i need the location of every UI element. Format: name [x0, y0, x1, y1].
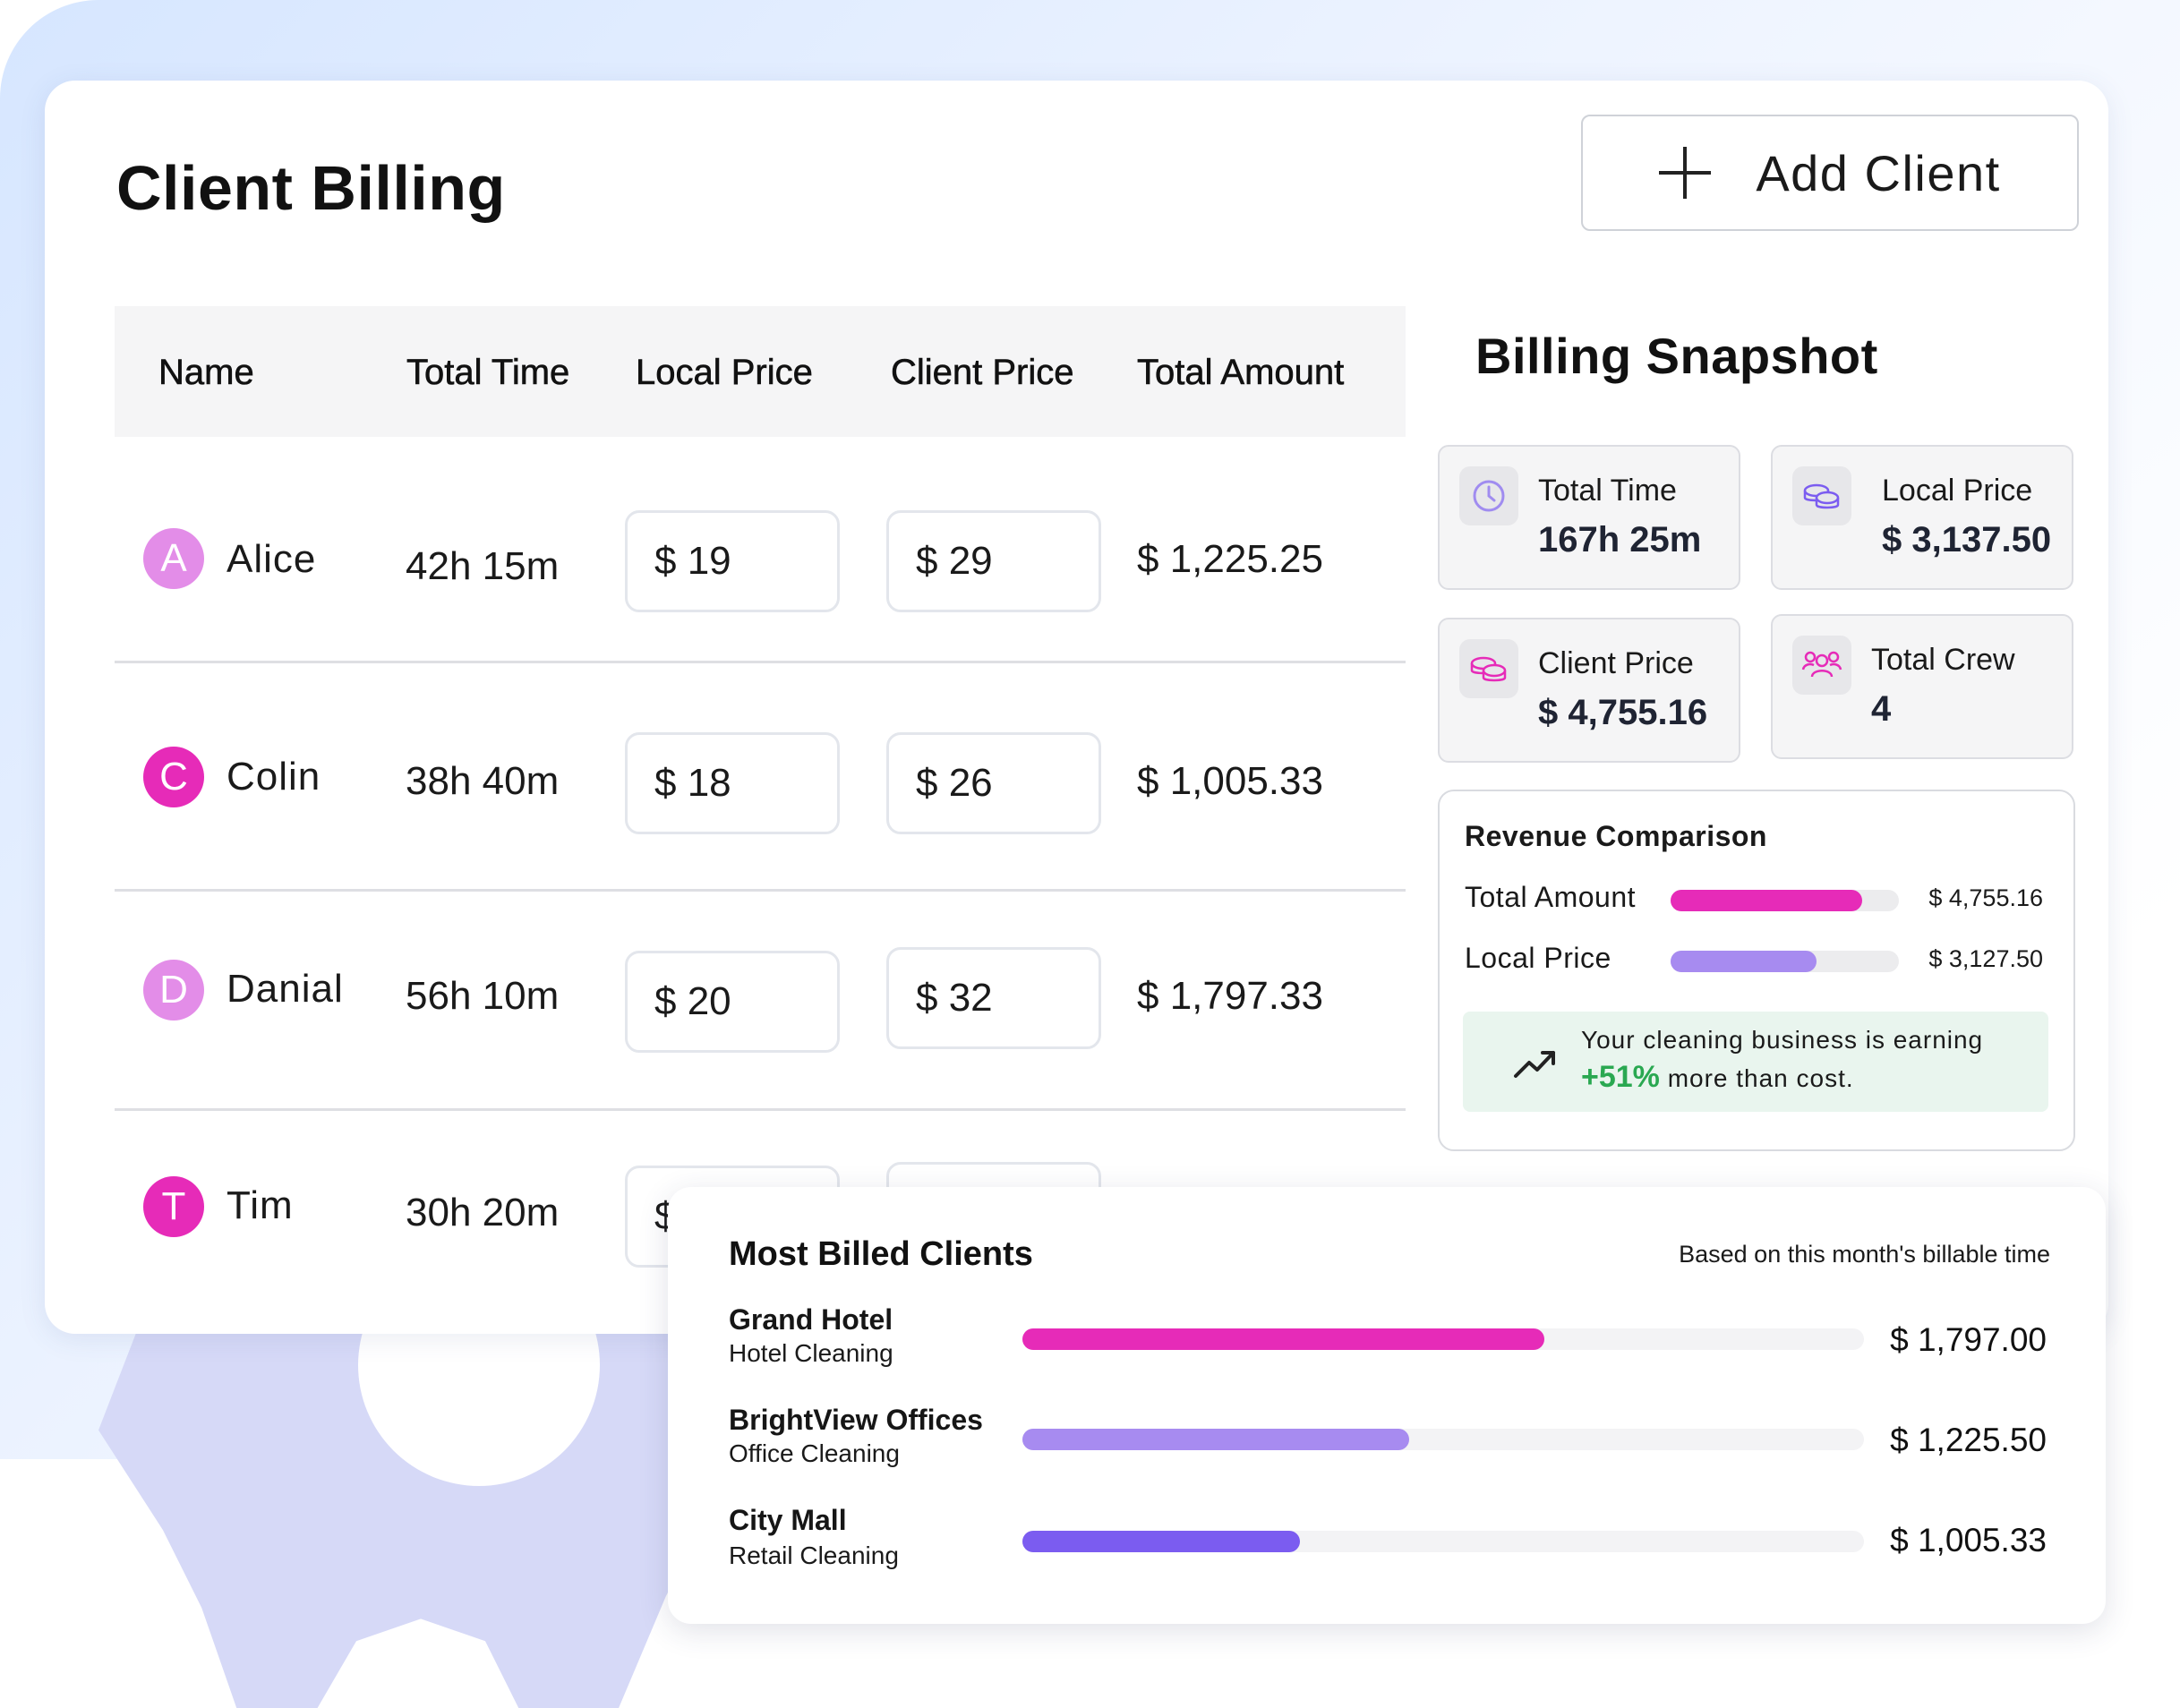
- billed-client-amount: $ 1,005.33: [1890, 1522, 2047, 1559]
- local-price-field[interactable]: [625, 951, 840, 1053]
- table-header: Name Total Time Local Price Client Price…: [115, 306, 1406, 437]
- revenue-bar-fill: [1671, 890, 1863, 911]
- billed-client-name: Grand Hotel: [729, 1303, 893, 1336]
- local-price-field[interactable]: [625, 510, 840, 612]
- stat-label: Client Price: [1538, 646, 1694, 680]
- local-price-input[interactable]: [654, 979, 825, 1024]
- stat-label: Total Time: [1538, 474, 1677, 508]
- insight-text-line2: +51% more than cost.: [1581, 1060, 1854, 1095]
- client-price-input[interactable]: [916, 976, 1086, 1021]
- revenue-bar-value: $ 3,127.50: [1928, 945, 2043, 972]
- clock-icon: [1459, 466, 1518, 525]
- insight-text-suffix: more than cost.: [1667, 1064, 1854, 1092]
- total-time-cell: 30h 20m: [406, 1191, 560, 1234]
- column-header-local-price[interactable]: Local Price: [636, 353, 813, 393]
- billed-bar-fill: [1022, 1429, 1410, 1450]
- client-price-field[interactable]: [886, 947, 1101, 1049]
- column-header-name[interactable]: Name: [158, 353, 254, 393]
- local-price-input[interactable]: [654, 539, 825, 584]
- total-amount-cell: $ 1,225.25: [1137, 537, 1323, 581]
- stat-value: $ 3,137.50: [1882, 520, 2052, 559]
- billed-bar-track: [1022, 1328, 1864, 1350]
- add-client-button[interactable]: Add Client: [1581, 115, 2079, 231]
- row-divider: [115, 1108, 1406, 1111]
- revenue-comparison-title: Revenue Comparison: [1465, 820, 1767, 852]
- revenue-bar-track: [1671, 951, 1899, 972]
- page-title: Client Billing: [116, 153, 506, 223]
- trending-up-icon: [1514, 1051, 1555, 1078]
- billed-client-amount: $ 1,225.50: [1890, 1422, 2047, 1458]
- avatar: D: [143, 960, 204, 1021]
- revenue-bar-label: Local Price: [1465, 942, 1611, 974]
- revenue-bar-label: Total Amount: [1465, 881, 1636, 913]
- revenue-bar-fill: [1671, 951, 1817, 972]
- coins-icon: [1792, 466, 1851, 525]
- plus-icon: [1659, 147, 1712, 199]
- most-billed-clients-card: Most Billed Clients Based on this month'…: [668, 1187, 2106, 1624]
- billed-bar-track: [1022, 1429, 1864, 1450]
- stat-value: 167h 25m: [1538, 520, 1702, 559]
- most-billed-title: Most Billed Clients: [729, 1235, 1033, 1273]
- billed-client-name: BrightView Offices: [729, 1404, 983, 1436]
- total-time-cell: 56h 10m: [406, 974, 560, 1018]
- billed-client-amount: $ 1,797.00: [1890, 1321, 2047, 1358]
- revenue-bar-track: [1671, 890, 1899, 911]
- billed-bar-fill: [1022, 1328, 1544, 1350]
- revenue-bar-value: $ 4,755.16: [1928, 884, 2043, 911]
- client-name: Colin: [227, 755, 321, 798]
- client-price-input[interactable]: [916, 539, 1086, 584]
- stat-value: 4: [1871, 689, 1892, 729]
- stat-label: Local Price: [1882, 474, 2033, 508]
- coins-icon: [1459, 639, 1518, 698]
- stat-value: $ 4,755.16: [1538, 693, 1708, 732]
- add-client-label: Add Client: [1756, 144, 2001, 201]
- client-price-field[interactable]: [886, 732, 1101, 834]
- total-amount-cell: $ 1,005.33: [1137, 759, 1323, 803]
- table-row[interactable]: D Danial 56h 10m $ 1,797.33: [115, 892, 1406, 1111]
- row-divider: [115, 889, 1406, 892]
- column-header-total-time[interactable]: Total Time: [406, 353, 570, 393]
- insight-text: Your cleaning business is earning: [1581, 1026, 1984, 1054]
- table-row[interactable]: C Colin 38h 40m $ 1,005.33: [115, 664, 1406, 884]
- snapshot-title: Billing Snapshot: [1475, 328, 1878, 384]
- avatar: T: [143, 1176, 204, 1237]
- total-amount-cell: $ 1,797.33: [1137, 974, 1323, 1018]
- local-price-input[interactable]: [654, 761, 825, 806]
- insight-percent: +51%: [1581, 1060, 1660, 1094]
- revenue-comparison-card: Revenue Comparison Total Amount $ 4,755.…: [1438, 790, 2075, 1151]
- client-price-input[interactable]: [916, 761, 1086, 806]
- stat-card-total-crew: Total Crew 4: [1771, 614, 2073, 759]
- stat-label: Total Crew: [1871, 643, 2015, 677]
- stat-card-local-price: Local Price $ 3,137.50: [1771, 445, 2073, 590]
- billed-client-type: Hotel Cleaning: [729, 1339, 893, 1367]
- table-row[interactable]: A Alice 42h 15m $ 1,225.25: [115, 439, 1406, 658]
- client-price-field[interactable]: [886, 510, 1101, 612]
- avatar: C: [143, 747, 204, 807]
- total-time-cell: 42h 15m: [406, 544, 560, 588]
- client-name: Alice: [227, 537, 317, 581]
- total-time-cell: 38h 40m: [406, 759, 560, 803]
- avatar: A: [143, 528, 204, 589]
- client-name: Danial: [227, 967, 344, 1011]
- row-divider: [115, 661, 1406, 663]
- billed-client-type: Office Cleaning: [729, 1439, 900, 1467]
- stat-card-total-time: Total Time 167h 25m: [1438, 445, 1740, 590]
- crew-icon: [1792, 636, 1851, 695]
- billed-client-type: Retail Cleaning: [729, 1541, 899, 1569]
- column-header-total-amount[interactable]: Total Amount: [1137, 353, 1345, 393]
- most-billed-subtitle: Based on this month's billable time: [1679, 1241, 2050, 1268]
- local-price-field[interactable]: [625, 732, 840, 834]
- billed-bar-fill: [1022, 1531, 1301, 1552]
- billed-bar-track: [1022, 1531, 1864, 1552]
- stat-card-client-price: Client Price $ 4,755.16: [1438, 618, 1740, 763]
- billed-client-name: City Mall: [729, 1504, 847, 1536]
- client-name: Tim: [227, 1183, 294, 1227]
- earnings-insight: Your cleaning business is earning +51% m…: [1463, 1012, 2048, 1112]
- column-header-client-price[interactable]: Client Price: [891, 353, 1074, 393]
